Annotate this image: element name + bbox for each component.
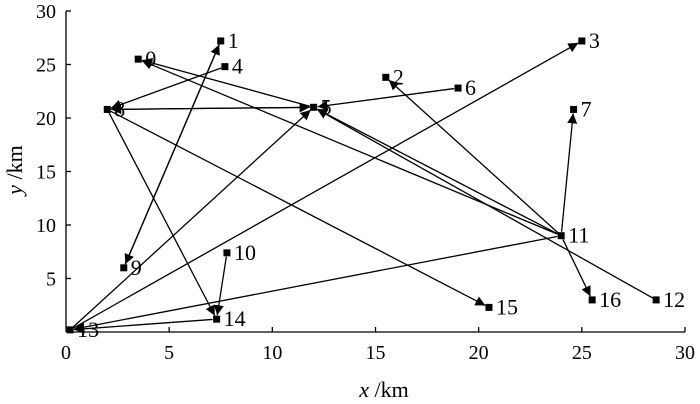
data-point [454, 84, 462, 92]
route-arrow [73, 235, 558, 333]
data-point [223, 249, 231, 257]
axis-titles: x /km y /km [2, 145, 409, 402]
point-label: 3 [589, 28, 600, 53]
data-point [213, 315, 221, 323]
point-label: 9 [131, 255, 142, 280]
route-arrow [562, 239, 591, 297]
route-arrow [108, 112, 216, 316]
route-arrow [317, 87, 455, 111]
route-arrow [111, 104, 310, 115]
point-label: 8 [114, 96, 125, 121]
data-point [134, 55, 142, 63]
data-point [578, 37, 586, 45]
point-label: 2 [393, 64, 404, 89]
y-tick-label: 5 [46, 269, 56, 291]
x-tick-label: 25 [572, 342, 592, 364]
x-axis-title-var: x [358, 377, 369, 402]
x-tick-label: 30 [675, 342, 695, 364]
data-point [588, 296, 596, 304]
x-tick-label: 20 [469, 342, 489, 364]
point-label: 7 [581, 96, 592, 121]
route-arrow [110, 110, 486, 307]
point-label: 4 [232, 54, 243, 79]
y-tick-label: 15 [36, 162, 56, 184]
point-label: 0 [145, 46, 156, 71]
y-axis-title-var: y [2, 185, 27, 197]
route-arrows [72, 42, 653, 334]
route-arrow [560, 113, 578, 232]
point-label: 14 [224, 306, 246, 331]
x-tick-label: 0 [61, 342, 71, 364]
route-arrow [213, 256, 227, 316]
route-arrow [124, 44, 220, 265]
route-arrow [73, 42, 579, 329]
data-point [66, 326, 74, 334]
data-point [221, 63, 229, 71]
y-axis-title: y /km [2, 145, 27, 197]
y-tick-label: 25 [36, 55, 56, 77]
point-label: 1 [228, 28, 239, 53]
route-arrow [316, 108, 653, 299]
x-axis-title: x /km [358, 377, 409, 402]
point-label: 12 [663, 287, 685, 312]
y-tick-label: 20 [36, 108, 56, 130]
point-label: 16 [599, 287, 621, 312]
data-point [217, 37, 225, 45]
data-point [652, 296, 660, 304]
point-label: 10 [234, 240, 256, 265]
data-point [570, 105, 578, 113]
data-point [557, 232, 565, 240]
y-tick-label: 10 [36, 215, 56, 237]
point-label: 6 [465, 75, 476, 100]
route-arrow [74, 318, 213, 334]
y-tick-label: 30 [36, 1, 56, 23]
route-arrow [72, 109, 312, 328]
route-arrow [388, 79, 559, 234]
point-label: 5 [321, 94, 332, 119]
route-arrow [110, 67, 222, 110]
x-axis-title-unit: /km [369, 377, 409, 402]
point-label: 13 [77, 317, 99, 342]
data-point [103, 105, 111, 113]
y-axis-title-unit: /km [2, 145, 27, 185]
data-point [120, 264, 128, 272]
point-label: 11 [568, 223, 589, 248]
route-arrow [316, 108, 558, 235]
x-tick-label: 10 [262, 342, 282, 364]
route-arrow [141, 58, 310, 107]
x-tick-label: 15 [366, 342, 386, 364]
point-label: 15 [496, 294, 518, 319]
x-tick-label: 5 [164, 342, 174, 364]
data-point [310, 103, 318, 111]
data-point [382, 73, 390, 81]
data-point [485, 303, 493, 311]
